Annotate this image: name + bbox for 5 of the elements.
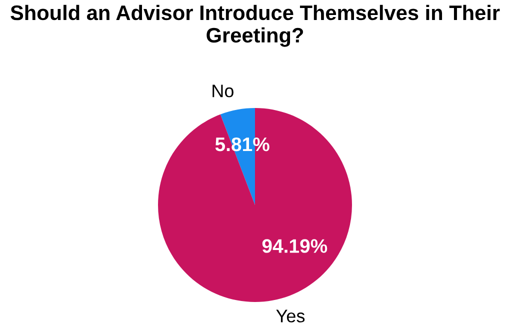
chart-title: Should an Advisor Introduce Themselves in Their Greeting? [10,4,500,47]
slice-label: Yes [276,310,305,322]
pie-slice [158,108,352,302]
slice-label: No [212,84,234,98]
data-label: 94.19% [262,239,328,253]
